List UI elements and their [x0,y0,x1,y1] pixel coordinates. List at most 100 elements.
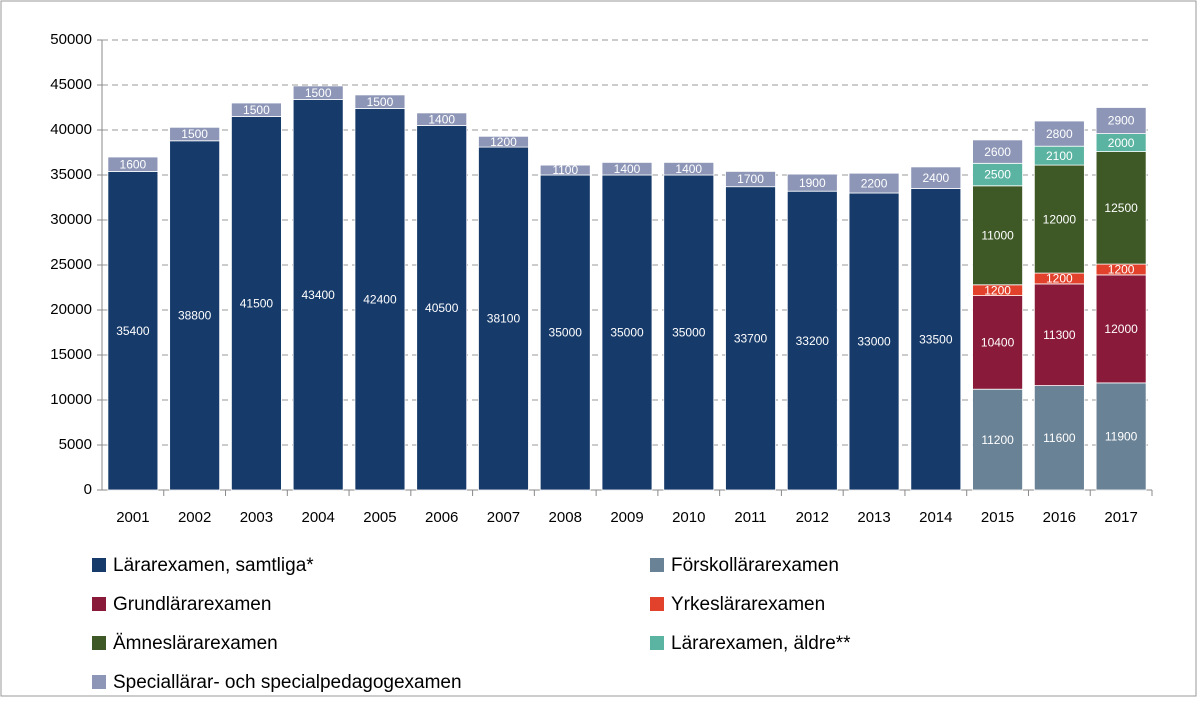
x-tick-label: 2008 [549,509,582,526]
legend-swatch [650,558,664,572]
value-label: 40500 [425,301,459,315]
y-tick-label: 45000 [50,76,92,93]
bar-segment [663,174,715,491]
legend-label: Grundlärarexamen [113,594,271,615]
legend-swatch [92,636,106,650]
value-label: 11000 [981,228,1014,242]
x-tick-label: 2015 [981,509,1014,526]
value-label: 2000 [1108,136,1135,150]
bar-segment [972,139,1023,164]
bar-segment [786,173,838,192]
bar-segment [848,192,900,491]
value-label: 41500 [240,296,274,310]
y-tick-label: 10000 [50,391,92,408]
x-tick-label: 2011 [734,509,766,526]
y-tick-label: 0 [84,481,92,498]
bar-segment [601,161,653,176]
y-tick-label: 40000 [50,121,92,138]
bar-segment [539,164,591,176]
legend-label: Förskollärarexamen [671,555,839,576]
value-label: 1500 [181,127,208,141]
bar-segment [663,161,715,176]
y-tick-label: 25000 [50,256,92,273]
value-label: 38800 [178,309,212,323]
value-label: 2200 [861,176,888,190]
value-label: 12000 [1043,212,1077,226]
bar-segment [231,102,282,117]
bar-segment [107,156,159,172]
value-label: 11600 [1043,431,1076,445]
value-label: 2600 [984,145,1011,159]
bar-segment [601,174,653,491]
x-tick-label: 2013 [857,509,890,526]
bar-segment [1033,120,1085,147]
bar-segment [354,94,406,109]
value-label: 33000 [857,335,891,349]
value-label: 2500 [984,168,1011,182]
x-tick-label: 2014 [919,509,952,526]
bar-segment [478,135,529,148]
value-label: 1200 [1046,272,1073,286]
value-label: 1500 [243,103,270,117]
x-tick-label: 2017 [1104,509,1137,526]
legend-label: Lärarexamen, äldre** [671,633,851,654]
value-label: 1200 [1108,263,1135,277]
value-label: 33700 [734,332,768,346]
legend-swatch [92,597,106,611]
y-tick-label: 35000 [50,166,92,183]
bar-segment [1033,385,1085,491]
value-label: 2800 [1046,127,1073,141]
value-label: 1400 [675,162,702,176]
value-label: 42400 [363,292,397,306]
bar-segment [292,85,344,100]
bar-segment [1033,164,1085,274]
value-label: 12500 [1104,201,1138,215]
bar-segment [354,108,406,491]
bar-segment [1095,107,1147,135]
value-label: 1400 [614,162,641,176]
bar-segment [848,172,900,194]
bar-segment [972,295,1023,390]
legend-label: Ämneslärarexamen [113,633,278,654]
x-tick-label: 2007 [487,509,520,526]
value-label: 33200 [796,334,830,348]
legend-swatch [650,597,664,611]
bar-segment [231,116,282,491]
x-tick-label: 2005 [363,509,396,526]
value-label: 1600 [120,157,147,171]
value-label: 1900 [799,176,826,190]
value-label: 38100 [487,312,521,326]
bar-segment [725,186,776,491]
x-tick-label: 2006 [425,509,458,526]
legend-label: Speciallärar- och specialpedagogexamen [113,672,462,693]
value-label: 1500 [305,86,332,100]
bar-segment [478,146,529,491]
x-tick-label: 2012 [796,509,829,526]
value-label: 12000 [1104,322,1138,336]
value-label: 11200 [981,433,1014,447]
value-label: 10400 [981,336,1015,350]
value-label: 43400 [301,288,335,302]
bar-segment [539,174,591,491]
value-label: 33500 [919,332,953,346]
value-label: 1700 [737,172,764,186]
bar-segment [107,170,159,491]
bar-segment [169,126,221,142]
value-label: 2900 [1108,114,1135,128]
bar-segment [725,170,776,188]
value-label: 1400 [428,112,455,126]
value-label: 35000 [672,326,706,340]
bar-segment [416,112,468,126]
x-tick-label: 2001 [116,509,149,526]
y-tick-label: 20000 [50,301,92,318]
y-tick-label: 50000 [50,31,92,48]
x-tick-label: 2002 [178,509,211,526]
y-tick-label: 15000 [50,346,92,363]
value-label: 1100 [552,163,578,177]
value-label: 2100 [1046,149,1073,163]
legend-label: Lärarexamen, samtliga* [113,555,314,576]
value-label: 35000 [549,326,583,340]
x-tick-label: 2016 [1043,509,1076,526]
